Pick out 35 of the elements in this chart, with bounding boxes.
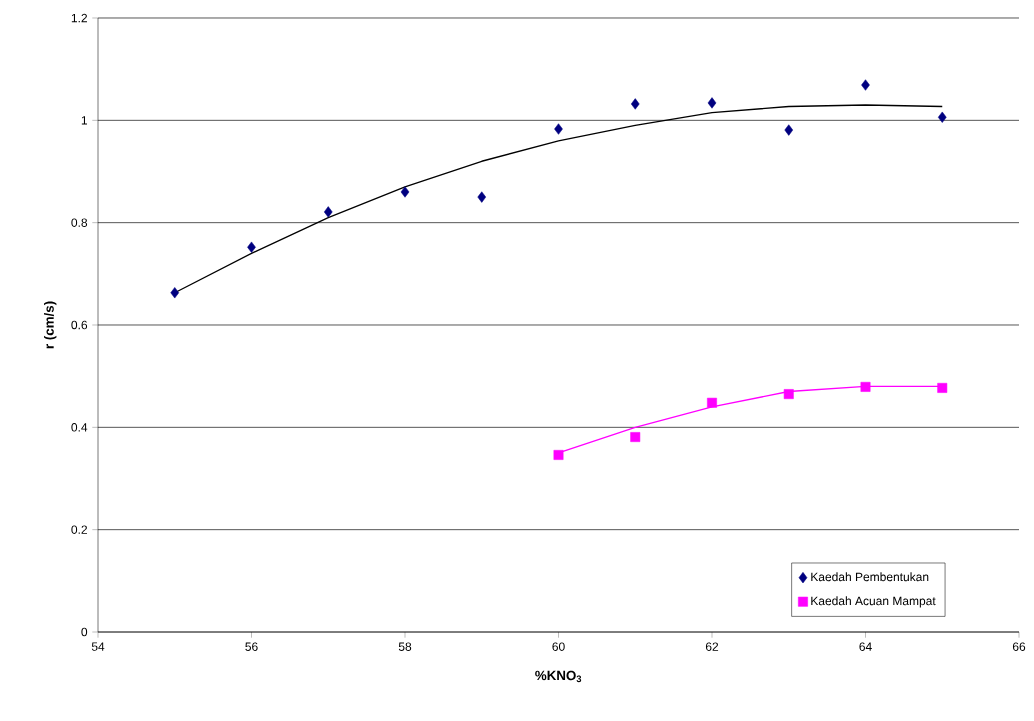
y-tick-label: 0.6 [71, 320, 88, 330]
y-tick-label: 0.4 [71, 423, 88, 432]
point [400, 186, 410, 198]
y-tick-label: 1 [81, 116, 88, 125]
point [707, 97, 717, 109]
x-tick-label: 64 [859, 642, 872, 651]
y-tick-label: 0 [81, 627, 88, 637]
x-tick-label: 66 [1012, 642, 1026, 651]
point [170, 287, 180, 299]
point [861, 79, 870, 91]
point [554, 123, 563, 135]
y-tick-label: 0.2 [71, 525, 87, 534]
legend-label: Kaedah Pembentukan [811, 572, 929, 582]
point [784, 124, 794, 136]
point [937, 111, 947, 123]
legend-label: Kaedah Acuan Mampat [811, 596, 936, 608]
point [630, 432, 641, 442]
y-tick-label: 0.8 [71, 218, 88, 227]
y-tick-label: 1.2 [71, 13, 87, 23]
x-tick-label: 60 [552, 642, 565, 651]
point [630, 98, 640, 110]
point [783, 389, 794, 400]
point [247, 241, 256, 253]
x-tick-label: 54 [91, 642, 105, 651]
point [323, 206, 333, 218]
point [937, 383, 948, 393]
y-axis-title: r (cm/s) [44, 301, 57, 349]
point [860, 381, 871, 392]
point [477, 191, 487, 203]
point [553, 450, 564, 460]
x-tick-label: 62 [705, 642, 719, 651]
point [707, 397, 717, 408]
x-axis-title: %KNO$_{3}$ [535, 670, 582, 683]
x-tick-label: 56 [245, 642, 258, 651]
x-tick-label: 58 [398, 642, 412, 651]
